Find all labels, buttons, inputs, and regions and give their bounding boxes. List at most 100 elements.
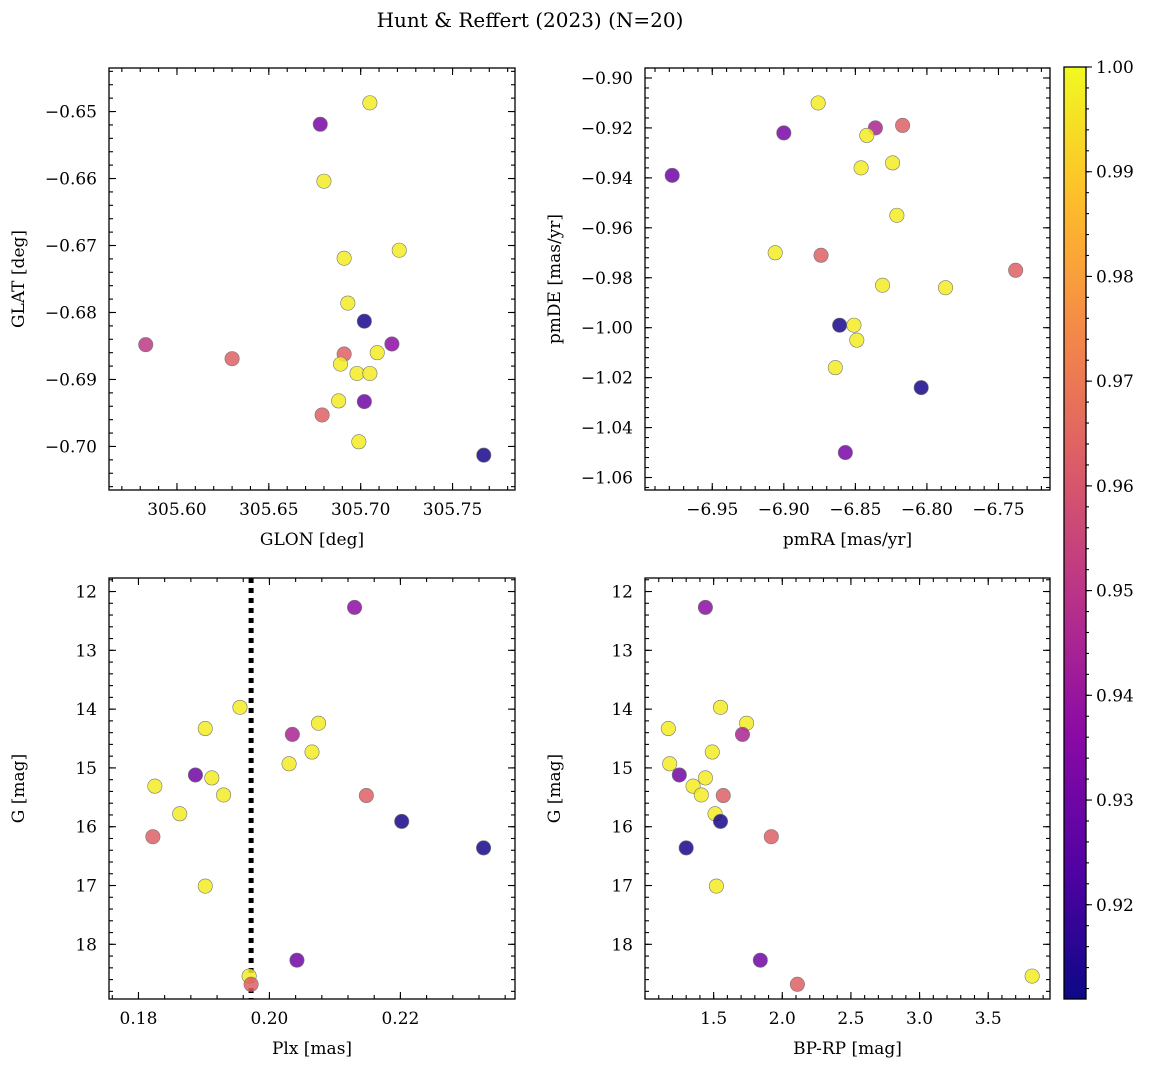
y-tick-label: 14: [75, 700, 97, 720]
colorbar-tick-label: 0.96: [1096, 477, 1134, 497]
data-point: [362, 365, 378, 381]
y-axis-label: GLAT [deg]: [9, 230, 29, 328]
data-point: [715, 788, 731, 804]
x-tick-label: 305.75: [423, 500, 482, 520]
data-point: [356, 313, 372, 329]
y-tick-label: 12: [611, 583, 633, 603]
x-axis-label: BP-RP [mag]: [793, 1039, 902, 1059]
y-tick-label: 18: [611, 935, 633, 955]
y-tick-label: 16: [611, 818, 633, 838]
data-point: [849, 332, 865, 348]
data-point: [895, 117, 911, 133]
y-tick-label: −0.70: [45, 437, 97, 457]
y-tick-label: −1.04: [581, 419, 633, 439]
colorbar-tick-label: 0.99: [1096, 163, 1134, 183]
data-point: [394, 813, 410, 829]
colorbar-tick-label: 0.98: [1096, 267, 1134, 287]
x-tick-label: 1.5: [700, 1009, 727, 1029]
data-point: [664, 167, 680, 183]
y-tick-label: 17: [75, 877, 97, 897]
data-point: [734, 726, 750, 742]
data-point: [138, 337, 154, 353]
colorbar-tick-label: 0.92: [1096, 896, 1134, 916]
x-tick-label: −6.80: [901, 500, 953, 520]
data-point: [697, 599, 713, 615]
axes-frame: [644, 577, 1051, 1000]
data-point: [776, 125, 792, 141]
data-point: [763, 829, 779, 845]
data-point: [384, 336, 400, 352]
data-point: [336, 250, 352, 266]
data-point: [340, 295, 356, 311]
data-point: [289, 952, 305, 968]
y-tick-label: −0.69: [45, 370, 97, 390]
data-point: [391, 242, 407, 258]
x-axis-label: Plx [mas]: [272, 1039, 352, 1059]
scatter-panels: 305.60 305.65 305.70 305.75 −0.65 −0.66 −0.67 −…: [9, 67, 1051, 1059]
colorbar: 0.92 0.93 0.94 0.95 0.96 0.97 0.98 0.99 1.00: [1063, 58, 1134, 1000]
data-point: [243, 976, 259, 992]
axes-frame: [108, 67, 516, 491]
data-point: [708, 878, 724, 894]
data-point: [767, 245, 783, 261]
x-tick-label: 0.18: [120, 1009, 158, 1029]
data-point: [660, 721, 676, 737]
data-point: [349, 365, 365, 381]
y-tick-label: −0.96: [581, 219, 633, 239]
axes-frame: [108, 577, 516, 1000]
y-tick-label: −0.66: [45, 170, 97, 190]
data-point: [853, 160, 869, 176]
data-point: [224, 351, 240, 367]
data-point: [885, 155, 901, 171]
colorbar-tick-label: 0.94: [1096, 686, 1134, 706]
x-axis-label: pmRA [mas/yr]: [783, 530, 912, 550]
data-point: [147, 778, 163, 794]
data-point: [704, 744, 720, 760]
data-point: [938, 280, 954, 296]
colorbar-tick-label: 1.00: [1096, 58, 1134, 78]
x-tick-label: −6.90: [758, 500, 810, 520]
data-point: [846, 317, 862, 333]
data-point: [837, 445, 853, 461]
data-point: [232, 699, 248, 715]
y-tick-label: −0.65: [45, 103, 97, 123]
x-tick-label: 0.22: [381, 1009, 419, 1029]
data-point: [362, 95, 378, 111]
y-tick-label: −0.68: [45, 303, 97, 323]
data-point: [145, 829, 161, 845]
data-point: [752, 952, 768, 968]
y-tick-label: −1.00: [581, 319, 633, 339]
x-tick-label: 0.20: [251, 1009, 289, 1029]
data-point: [284, 726, 300, 742]
colorbar-frame: [1063, 66, 1087, 1000]
y-axis-label: pmDE [mas/yr]: [545, 214, 565, 344]
data-point: [358, 788, 374, 804]
data-point: [678, 840, 694, 856]
data-point: [356, 394, 372, 410]
y-tick-label: −1.02: [581, 369, 633, 389]
data-point: [347, 599, 363, 615]
y-tick-label: 14: [611, 700, 633, 720]
x-tick-label: 3.5: [975, 1009, 1002, 1029]
data-point: [332, 356, 348, 372]
x-tick-label: 305.65: [239, 500, 298, 520]
x-tick-label: 305.70: [331, 500, 390, 520]
x-tick-label: 2.0: [769, 1009, 796, 1029]
data-point: [316, 173, 332, 189]
y-tick-label: −0.94: [581, 169, 633, 189]
x-tick-label: −6.75: [972, 500, 1024, 520]
x-tick-label: −6.95: [686, 500, 738, 520]
y-tick-label: −0.98: [581, 269, 633, 289]
data-point: [172, 806, 188, 822]
y-tick-label: 18: [75, 935, 97, 955]
data-point: [351, 434, 367, 450]
data-point: [281, 756, 297, 772]
data-point: [369, 345, 385, 361]
y-tick-label: 17: [611, 877, 633, 897]
panel-bprp-g: 1.5 2.0 2.5 3.0 3.5 12 13 14 15 16 17 18 BP-RP [mag]…: [545, 577, 1051, 1059]
panel-pmra-pmde: −6.95 −6.90 −6.85 −6.80 −6.75 −0.90 −0.92 −0.94…: [545, 67, 1051, 550]
y-tick-label: −0.90: [581, 69, 633, 89]
data-point: [713, 813, 729, 829]
y-axis-label: G [mag]: [545, 754, 565, 823]
